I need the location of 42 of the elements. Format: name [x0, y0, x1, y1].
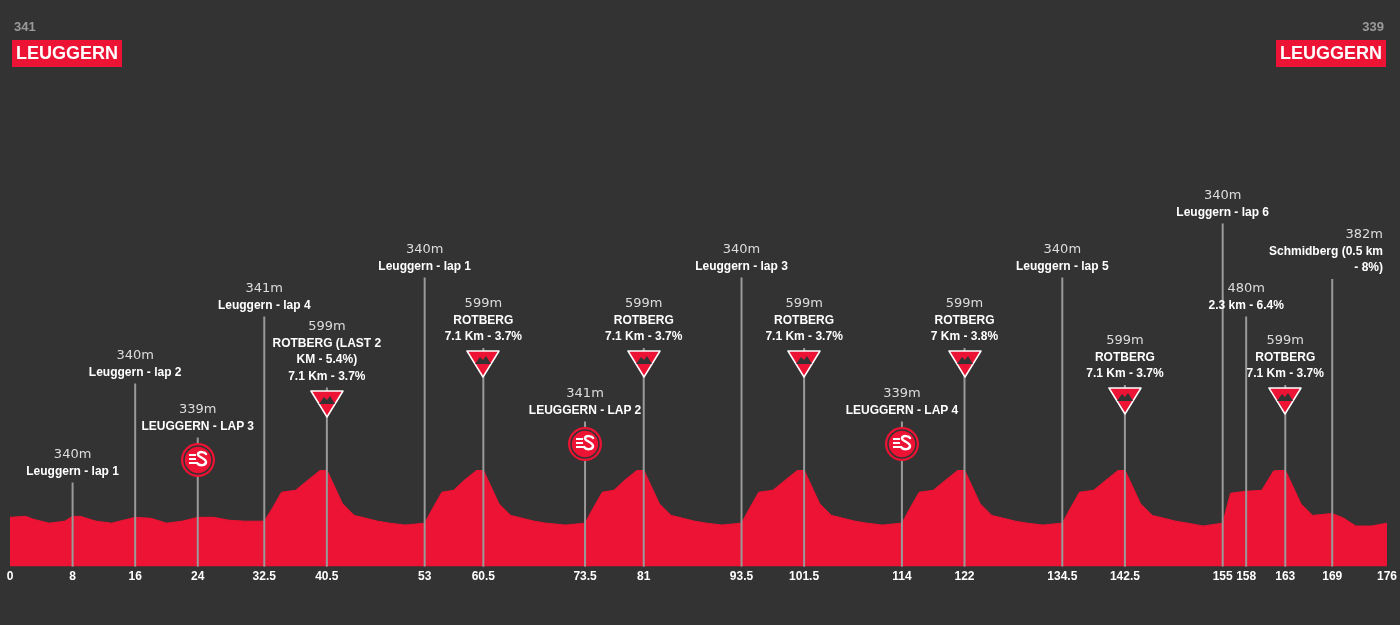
x-tick-label: 142.5: [1109, 569, 1141, 584]
x-tick-label: 93.5: [729, 569, 754, 584]
x-tick-label: 163: [1275, 569, 1296, 584]
ref-line-label: 599m ROTBERG 7.1 Km - 3.7%: [444, 295, 523, 344]
x-tick-label: 169: [1322, 569, 1343, 584]
x-tick-label: 122: [954, 569, 975, 584]
x-tick-label: 0: [6, 569, 14, 584]
ref-line-label: 340m Leuggern - lap 1: [26, 446, 120, 478]
ref-line-label: 599m ROTBERG (LAST 2 KM - 5.4%) 7.1 Km - 3.7%: [272, 318, 382, 383]
ref-line-label: 341m LEUGGERN - LAP 2: [528, 385, 642, 417]
x-tick-label: 81: [637, 569, 651, 584]
x-tick-label: 158: [1236, 569, 1257, 584]
ref-line-label: 340m Leuggern - lap 6: [1176, 187, 1270, 219]
x-tick-label: 101.5: [789, 569, 820, 584]
ref-line-label: 340m Leuggern - lap 3: [695, 241, 789, 273]
ref-line-label: 340m Leuggern - lap 5: [1015, 241, 1109, 273]
x-tick-label: 53: [417, 569, 432, 584]
text: 341 LEUGGERN: [14, 18, 119, 63]
x-tick-label: 134.5: [1047, 569, 1078, 584]
ref-line-label: 339m LEUGGERN - LAP 4: [845, 385, 959, 417]
x-tick-label: 60.5: [471, 569, 496, 584]
ref-line-label: 599m ROTBERG 7.1 Km - 3.7%: [1086, 332, 1164, 381]
ref-line-label: 340m Leuggern - lap 1: [378, 241, 472, 273]
x-tick-label: 176: [1376, 569, 1398, 584]
x-tick-label: 114: [892, 569, 912, 584]
x-tick-label: 24: [191, 569, 205, 584]
ref-line-label: 599m ROTBERG 7.1 Km - 3.7%: [765, 295, 844, 344]
ref-line-label: 599m ROTBERG 7.1 Km - 3.7%: [1246, 332, 1325, 381]
x-tick-label: 8: [69, 569, 77, 584]
ref-line-label: 480m 2.3 km - 6.4%: [1208, 280, 1285, 312]
ref-line-label: 340m Leuggern - lap 2: [88, 347, 182, 379]
ref-line-label: 599m ROTBERG 7.1 Km - 3.7%: [605, 295, 683, 344]
x-tick-label: 40.5: [315, 569, 339, 584]
text: 339 LEUGGERN: [1279, 18, 1384, 63]
x-tick-label: 32.5: [252, 569, 277, 584]
ref-line-label: 382m Schmidberg (0.5 km - 8%): [1268, 226, 1383, 275]
x-tick-label: 155: [1212, 569, 1234, 584]
ref-line-label: 341m Leuggern - lap 4: [217, 280, 311, 312]
x-tick-label: 16: [128, 569, 143, 584]
ref-line-label: 339m LEUGGERN - LAP 3: [141, 401, 255, 433]
x-tick-label: 73.5: [573, 569, 598, 584]
ref-line-label: 599m ROTBERG 7 Km - 3.8%: [930, 295, 999, 344]
